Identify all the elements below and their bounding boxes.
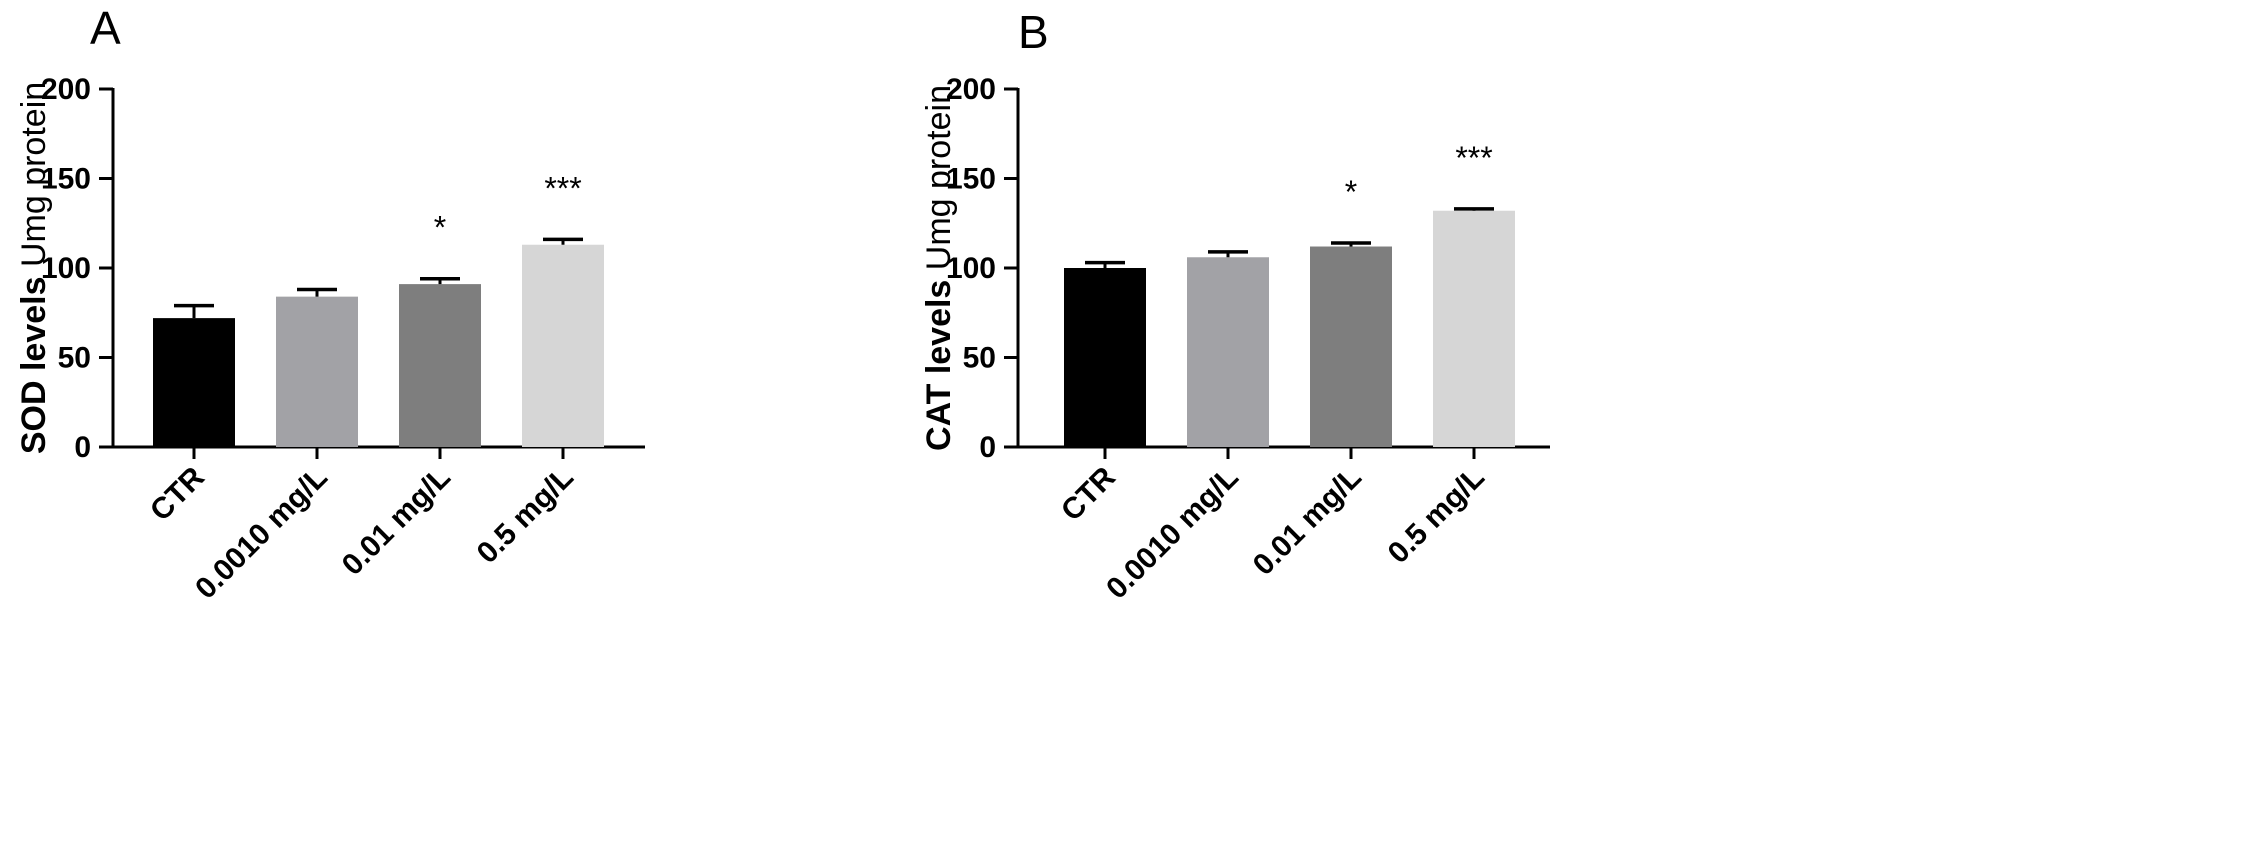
y-axis-title-bold: CAT levels <box>920 280 958 451</box>
x-tick-label: 0.5 mg/L <box>471 461 580 570</box>
significance-label: * <box>434 210 446 246</box>
y-tick-label: 0 <box>979 431 996 464</box>
bar <box>1064 268 1146 447</box>
y-axis-title-bold: SOD levels <box>15 276 53 454</box>
chart-panel-a: A SOD levels Umg protein 0 50 100 150 200 CTR 0.… <box>0 0 1130 868</box>
y-tick-label: 50 <box>963 342 996 375</box>
significance-label: *** <box>1455 140 1492 176</box>
x-tick-label: 0.01 mg/L <box>336 461 457 582</box>
y-axis-title-rest: Umg protein <box>920 85 958 280</box>
x-tick-label: 0.0010 mg/L <box>189 461 334 606</box>
bar <box>153 318 235 447</box>
chart-panel-b: B CAT levels Umg protein 0 50 100 150 200 CTR 0.… <box>906 0 2261 868</box>
y-tick-label: 100 <box>41 252 91 285</box>
x-tick-label: CTR <box>1055 460 1122 527</box>
panel-letter: A <box>90 2 121 54</box>
x-tick-label: 0.01 mg/L <box>1247 461 1368 582</box>
y-tick-label: 150 <box>41 163 91 196</box>
bar <box>1310 246 1392 447</box>
x-tick-label: 0.0010 mg/L <box>1100 461 1245 606</box>
x-tick-label: 0.5 mg/L <box>1382 461 1491 570</box>
bar <box>276 296 358 447</box>
bar <box>399 284 481 447</box>
y-axis-title: CAT levels Umg protein <box>920 85 958 451</box>
y-tick-label: 50 <box>58 342 91 375</box>
bar <box>1187 257 1269 447</box>
significance-label: * <box>1345 174 1357 210</box>
y-axis-title: SOD levels Umg protein <box>15 82 53 454</box>
panel-letter: B <box>1018 6 1049 58</box>
significance-label: *** <box>544 170 581 206</box>
y-tick-label: 150 <box>946 163 996 196</box>
bar <box>522 244 604 447</box>
y-tick-label: 0 <box>74 431 91 464</box>
x-tick-label: CTR <box>144 460 211 527</box>
y-tick-label: 200 <box>946 73 996 106</box>
y-axis-title-rest: Umg protein <box>15 82 53 277</box>
bar <box>1433 210 1515 447</box>
y-tick-label: 200 <box>41 73 91 106</box>
y-tick-label: 100 <box>946 252 996 285</box>
